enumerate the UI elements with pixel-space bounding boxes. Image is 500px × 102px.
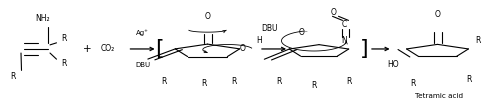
- Text: O⁻: O⁻: [299, 28, 309, 37]
- Text: R: R: [475, 36, 480, 45]
- Text: +: +: [83, 44, 92, 54]
- Text: R: R: [312, 81, 316, 90]
- Text: R: R: [62, 34, 66, 43]
- Text: H: H: [256, 36, 262, 45]
- Text: CO₂: CO₂: [100, 44, 114, 53]
- Text: O: O: [240, 44, 246, 53]
- Text: R: R: [276, 77, 281, 86]
- Text: R: R: [62, 59, 66, 68]
- Text: ]: ]: [360, 39, 368, 59]
- Text: DBU: DBU: [135, 62, 150, 68]
- Text: HO: HO: [388, 60, 399, 69]
- Text: O: O: [434, 10, 440, 19]
- Text: N: N: [341, 36, 347, 45]
- Text: O: O: [331, 8, 337, 17]
- Text: R: R: [10, 72, 15, 81]
- Text: R: R: [162, 77, 166, 86]
- Text: Ag⁺: Ag⁺: [136, 29, 149, 36]
- Text: R: R: [410, 79, 415, 88]
- Text: O: O: [204, 12, 210, 21]
- Text: Tetramic acid: Tetramic acid: [415, 93, 463, 99]
- Text: R: R: [466, 75, 471, 84]
- Text: [: [: [154, 39, 164, 59]
- Text: NH₂: NH₂: [35, 14, 50, 23]
- Text: R: R: [202, 79, 206, 88]
- Text: R: R: [232, 77, 236, 86]
- Text: R: R: [346, 77, 352, 86]
- Text: C: C: [342, 20, 346, 29]
- Text: DBU: DBU: [261, 24, 277, 33]
